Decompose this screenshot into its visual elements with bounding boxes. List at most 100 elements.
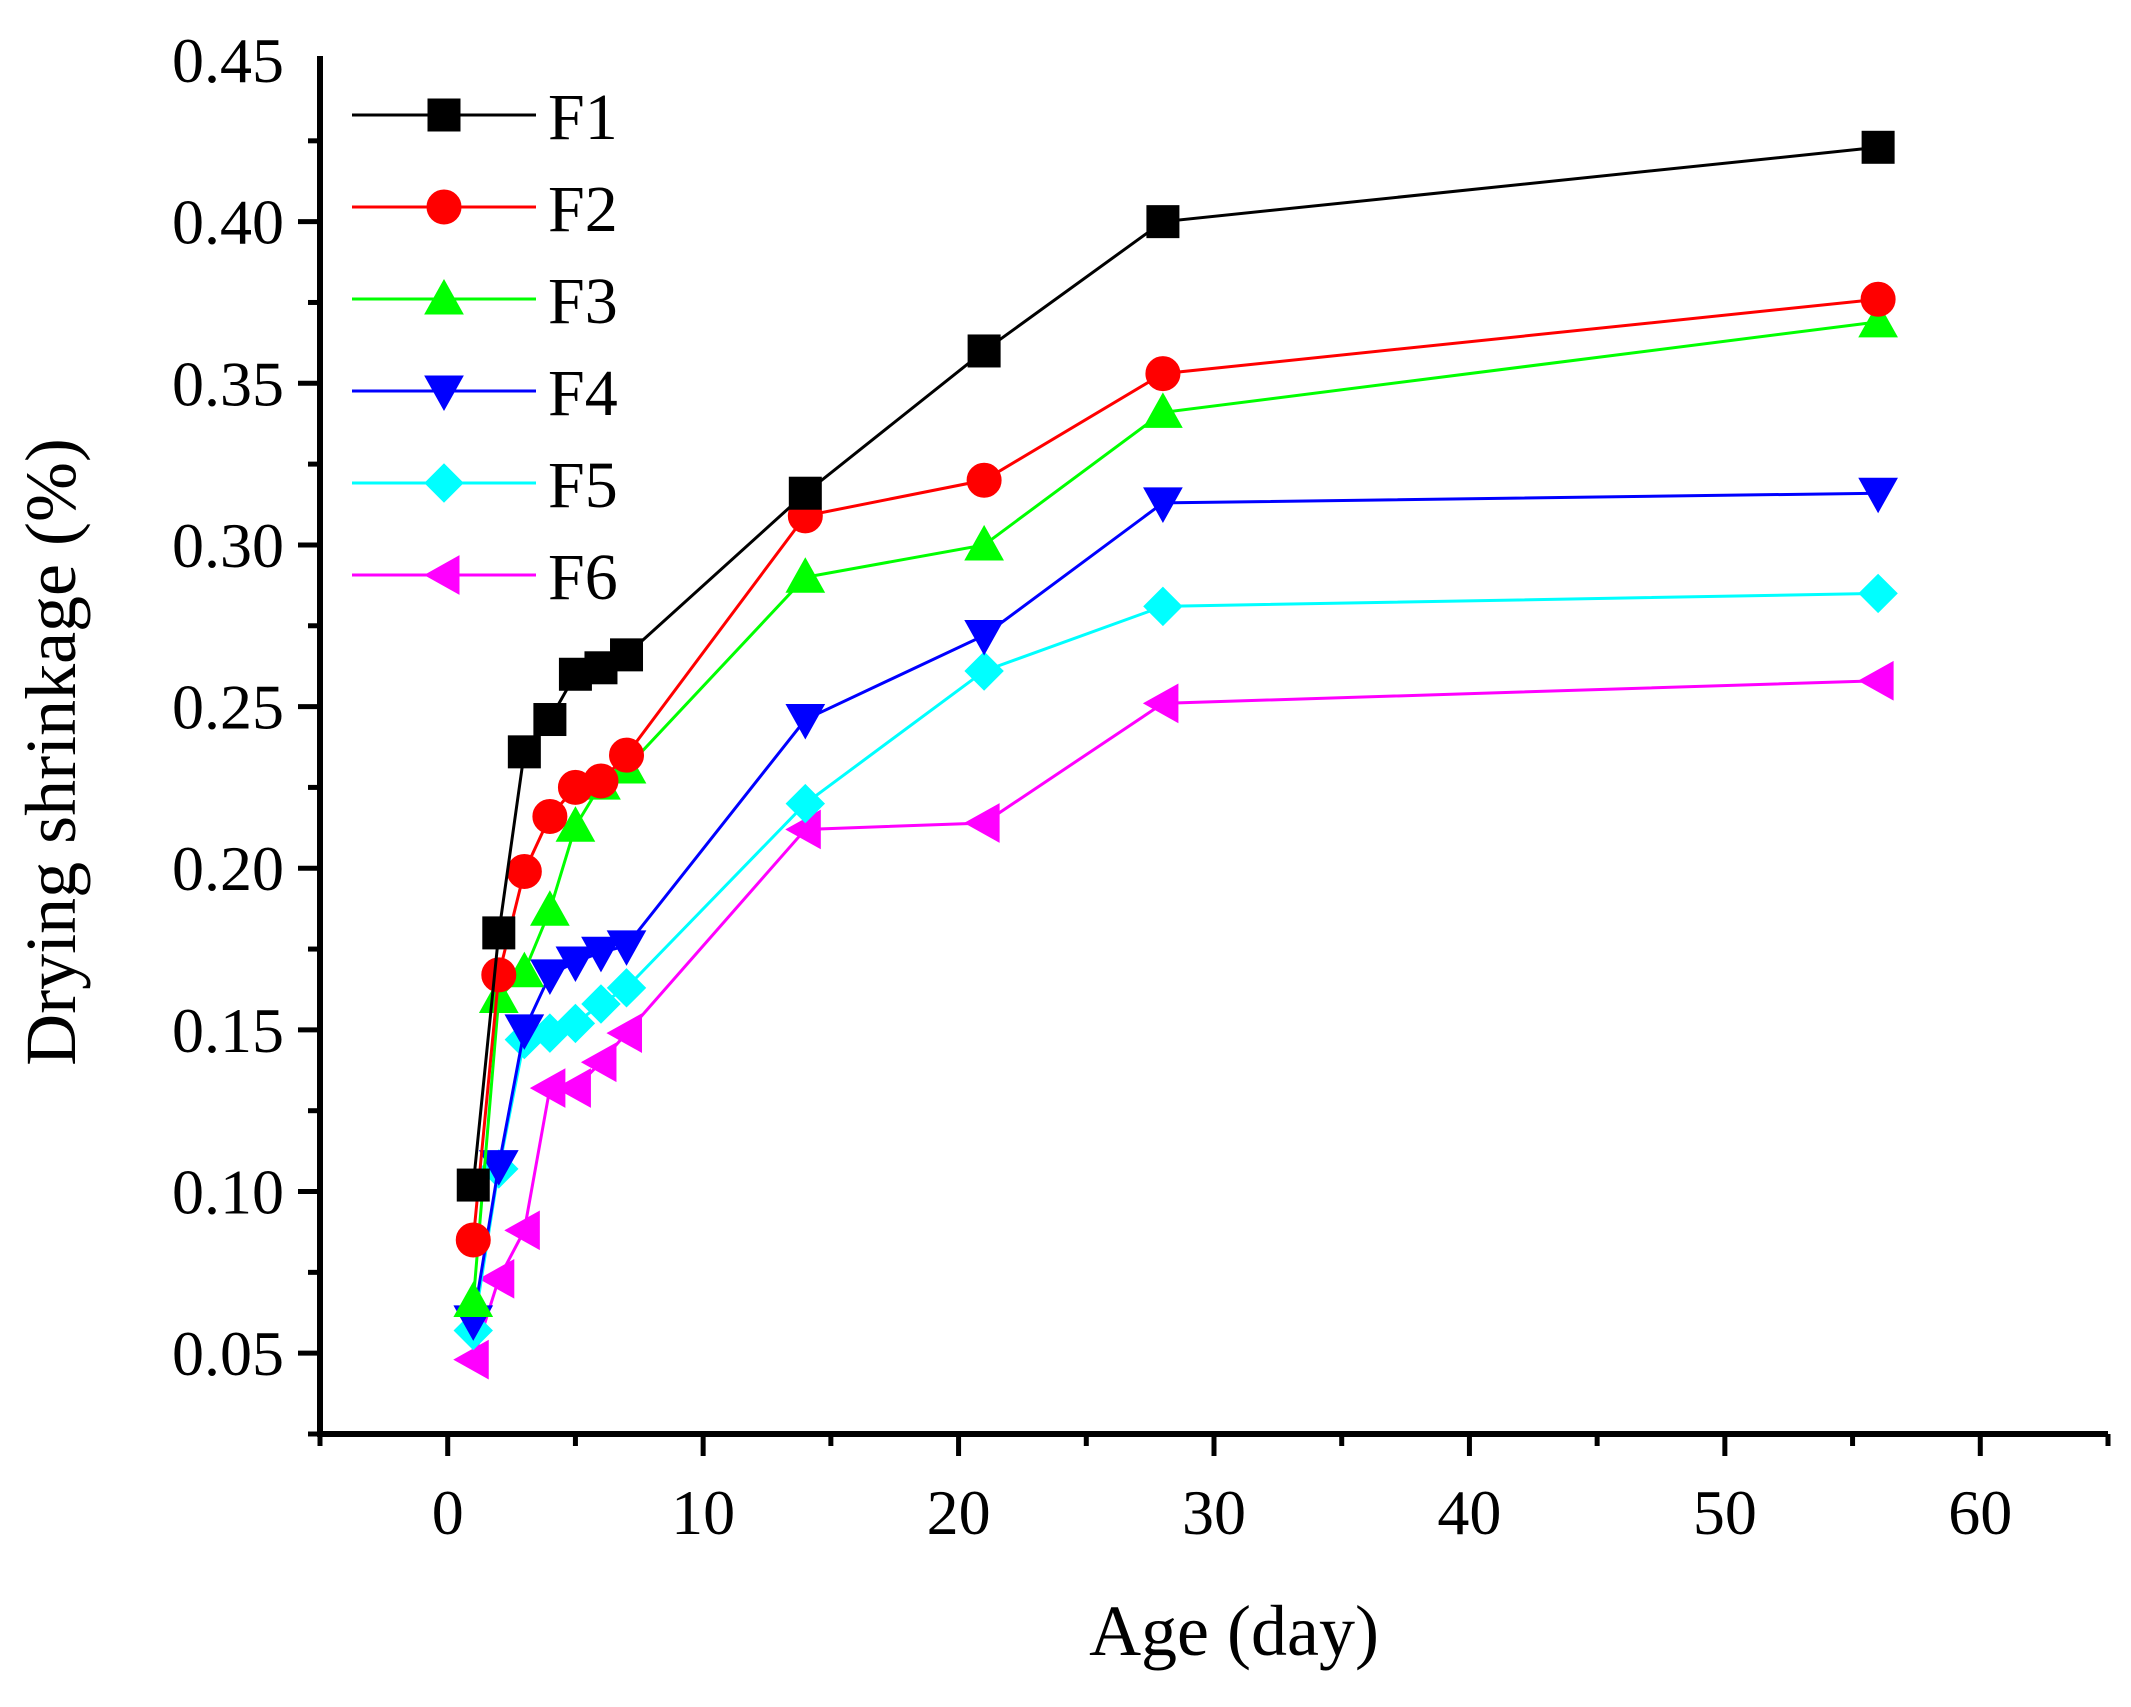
series-line-f4: [471, 491, 1879, 1322]
legend-marker: [424, 463, 464, 503]
legend-item-f1: F1: [352, 81, 618, 154]
data-point-f1: [967, 334, 1001, 368]
data-point-f3: [785, 557, 826, 593]
legend-item-f3: F3: [352, 265, 618, 338]
legend-label: F5: [548, 449, 618, 522]
series-f3: [453, 301, 1898, 1317]
data-point-f3: [453, 1281, 494, 1317]
series-line-f3: [471, 320, 1879, 1302]
data-point-f5: [1858, 573, 1898, 614]
legend-label: F4: [548, 357, 618, 430]
data-point-f1: [482, 916, 516, 950]
data-point-f5: [606, 968, 647, 1008]
legend-marker: [426, 189, 462, 225]
legend-label: F2: [548, 173, 618, 246]
data-point-f5: [964, 651, 1004, 691]
data-point-f6: [504, 1210, 540, 1251]
legend-item-f6: F6: [352, 541, 618, 614]
legend-label: F1: [548, 81, 618, 154]
data-point-f2: [583, 763, 619, 799]
y-tick-label: 0.20: [172, 833, 284, 904]
data-point-f2: [455, 1222, 491, 1258]
series-f1: [456, 130, 1895, 1202]
data-point-f4: [555, 946, 596, 983]
data-point-f1: [507, 735, 541, 769]
x-tick-label: 50: [1693, 1477, 1757, 1548]
data-point-f3: [964, 524, 1004, 561]
x-axis-title: Age (day): [1089, 1591, 1379, 1671]
x-tick-label: 0: [432, 1477, 464, 1548]
y-tick-label: 0.10: [172, 1157, 284, 1228]
series-f4: [453, 477, 1898, 1341]
data-point-f1: [1861, 130, 1895, 164]
data-point-f1: [788, 476, 822, 510]
legend-item-f4: F4: [352, 357, 618, 430]
data-point-f2: [966, 462, 1002, 498]
data-point-f4: [530, 959, 570, 995]
data-point-f6: [453, 1339, 489, 1380]
data-point-f1: [533, 703, 567, 737]
data-point-f3: [555, 806, 596, 842]
data-point-f3: [530, 890, 570, 926]
legend-label: F6: [548, 541, 618, 614]
data-point-f4: [1858, 477, 1898, 514]
data-point-f5: [1143, 586, 1183, 627]
series-line-f2: [471, 297, 1879, 1241]
data-point-f4: [606, 930, 647, 966]
y-tick-label: 0.30: [172, 510, 284, 581]
legend-marker: [424, 278, 464, 315]
data-point-f2: [481, 957, 517, 993]
data-point-f6: [1858, 660, 1894, 701]
legend-marker: [423, 555, 460, 595]
data-point-f2: [506, 853, 542, 889]
x-tick-label: 60: [1948, 1477, 2012, 1548]
data-point-f2: [1860, 281, 1896, 317]
series-line-f6: [471, 679, 1879, 1361]
data-point-f4: [504, 1014, 545, 1050]
data-point-f5: [785, 783, 826, 824]
legend-label: F3: [548, 265, 618, 338]
y-axis-title: Drying shrinkage (%): [11, 438, 91, 1066]
series-line-f1: [471, 145, 1879, 1186]
data-point-f4: [785, 704, 826, 740]
y-tick-label: 0.45: [172, 25, 284, 96]
y-tick-label: 0.40: [172, 187, 284, 258]
legend-marker: [424, 375, 464, 412]
x-tick-label: 30: [1182, 1477, 1246, 1548]
y-tick-label: 0.15: [172, 995, 284, 1066]
data-point-f6: [964, 803, 1000, 843]
legend-marker: [427, 98, 461, 132]
x-tick-label: 20: [927, 1477, 991, 1548]
data-point-f6: [1142, 683, 1179, 724]
data-point-f4: [581, 936, 621, 973]
data-point-f3: [1858, 301, 1898, 338]
data-point-f3: [1143, 392, 1183, 428]
data-point-f2: [609, 737, 645, 773]
axes: 0 10 20 30 40 50 60 0.05 0.10 0.15 0.20 0.25 0.30 0.3…: [172, 25, 2111, 1548]
data-point-f2: [1145, 356, 1181, 392]
data-point-f5: [581, 984, 621, 1024]
data-point-f4: [1143, 487, 1183, 523]
data-point-f5: [555, 1003, 596, 1044]
legend-item-f5: F5: [352, 449, 618, 522]
series-layer: [453, 130, 1898, 1380]
legend: F1 F2 F3 F4 F5 F6: [352, 81, 618, 614]
data-point-f1: [456, 1168, 490, 1202]
data-point-f2: [532, 799, 568, 835]
legend-item-f2: F2: [352, 173, 618, 246]
data-point-f6: [580, 1042, 617, 1083]
data-point-f6: [478, 1258, 515, 1299]
data-point-f6: [555, 1068, 591, 1108]
data-point-f4: [964, 619, 1004, 656]
y-tick-label: 0.35: [172, 348, 284, 419]
data-point-f1: [1146, 205, 1180, 239]
series-f6: [453, 660, 1894, 1380]
y-tick-label: 0.05: [172, 1318, 284, 1389]
data-point-f1: [610, 638, 644, 672]
x-tick-label: 40: [1437, 1477, 1501, 1548]
data-point-f4: [478, 1150, 519, 1186]
y-tick-label: 0.25: [172, 672, 284, 743]
x-tick-label: 10: [671, 1477, 735, 1548]
series-f2: [455, 281, 1896, 1258]
